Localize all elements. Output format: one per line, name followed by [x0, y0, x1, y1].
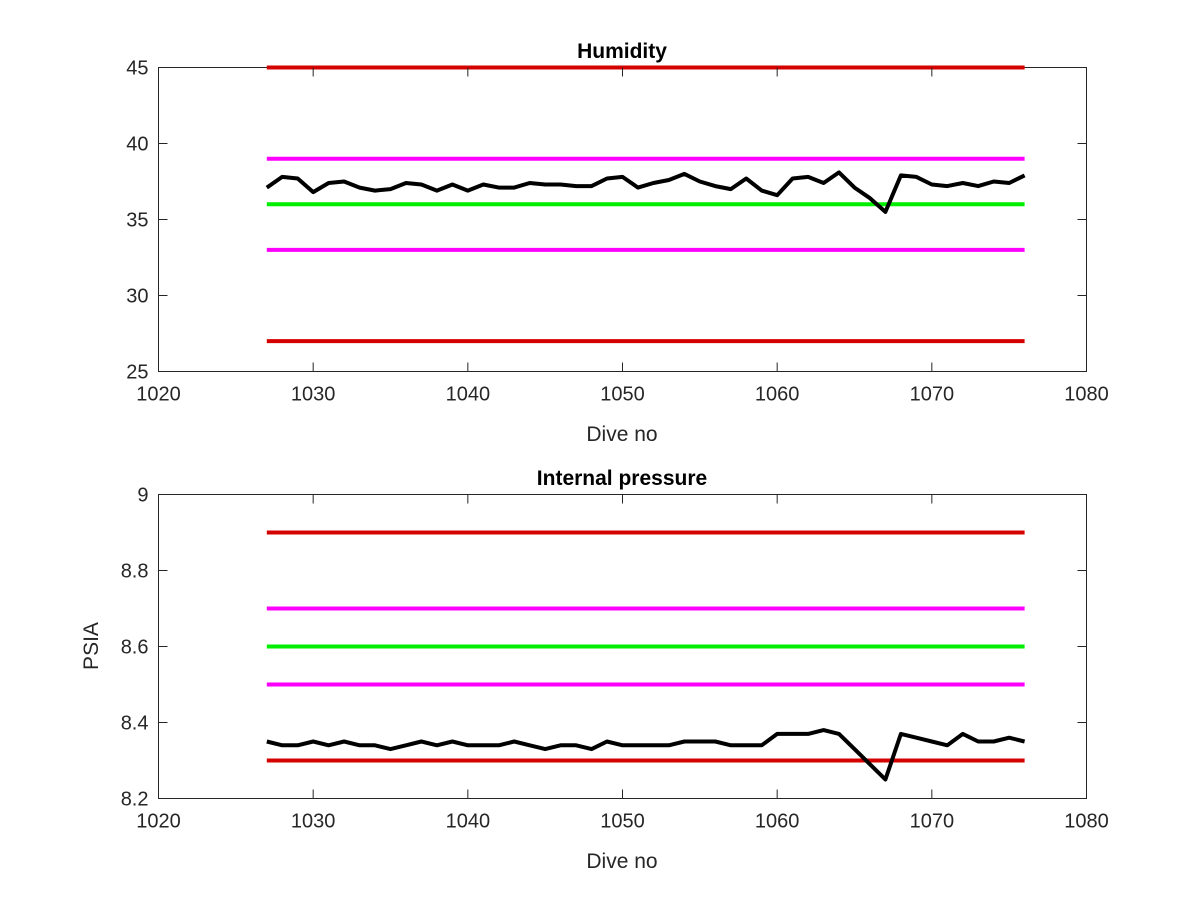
- y-tick-label: 8.6: [121, 637, 149, 659]
- series-layer: [266, 530, 1026, 782]
- x-tick-label: 1060: [755, 384, 800, 406]
- x-tick-label: 1030: [291, 384, 336, 406]
- tick-layer: 1020 1030 1040 1050 1060 1070 1080 25 30 35 40 45: [126, 58, 1109, 406]
- chart-title: Humidity: [577, 40, 667, 63]
- y-tick-label: 9: [137, 485, 148, 507]
- y-tick-label: 25: [126, 362, 148, 384]
- series-layer: [265, 65, 1026, 344]
- y-axis-label: PSIA: [80, 622, 103, 670]
- y-tick-label: 35: [126, 210, 148, 232]
- x-tick-label: 1060: [755, 811, 800, 833]
- y-tick-label: 8.8: [121, 561, 149, 583]
- x-tick-label: 1030: [291, 811, 336, 833]
- x-axis-label: Dive no: [586, 850, 657, 873]
- chart-title: Internal pressure: [537, 467, 707, 490]
- plot-frame: [158, 67, 1087, 372]
- x-tick-label: 1070: [910, 384, 955, 406]
- x-tick-label: 1050: [600, 811, 645, 833]
- measured-series-line: [265, 170, 1026, 214]
- x-tick-label: 1080: [1064, 384, 1109, 406]
- x-tick-label: 1040: [446, 811, 491, 833]
- x-tick-label: 1050: [600, 384, 645, 406]
- x-tick-label: 1020: [136, 811, 181, 833]
- y-tick-label: 8.2: [121, 789, 149, 811]
- internal-pressure-chart: 1020 1030 1040 1050 1060 1070 1080 8.2 8.4 8.6 8.8…: [80, 467, 1109, 873]
- humidity-chart: 1020 1030 1040 1050 1060 1070 1080 25 30 35 40 45 H…: [126, 40, 1109, 446]
- y-tick-label: 30: [126, 286, 148, 308]
- y-tick-label: 40: [126, 134, 148, 156]
- y-tick-label: 45: [126, 58, 148, 80]
- x-tick-label: 1070: [910, 811, 955, 833]
- tick-layer: 1020 1030 1040 1050 1060 1070 1080 8.2 8.4 8.6 8.8…: [121, 485, 1109, 833]
- x-tick-label: 1020: [136, 384, 181, 406]
- x-tick-label: 1040: [446, 384, 491, 406]
- measured-series-line: [266, 728, 1026, 782]
- y-tick-label: 8.4: [121, 713, 149, 735]
- x-tick-label: 1080: [1064, 811, 1109, 833]
- x-axis-label: Dive no: [586, 423, 657, 446]
